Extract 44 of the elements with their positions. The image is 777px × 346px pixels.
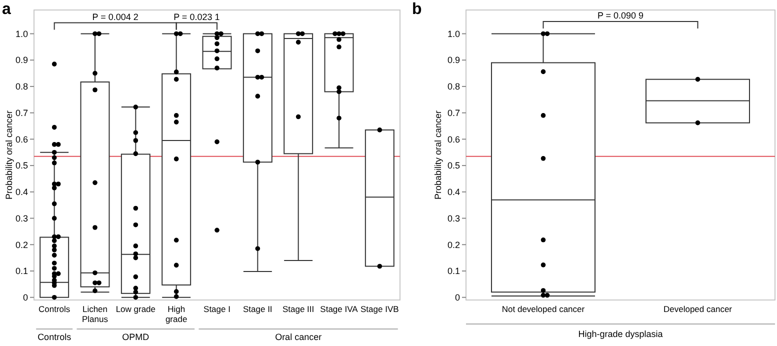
y-tick-label: 0.5 — [15, 160, 28, 171]
y-tick-label: 0.5 — [447, 160, 460, 171]
y-tick-label: 0.8 — [447, 82, 460, 92]
y-tick-label: 0.2 — [15, 240, 28, 250]
y-tick-label: 0.4 — [15, 187, 28, 198]
y-tick-label: 0.6 — [15, 134, 28, 144]
y-tick-label: 0.2 — [447, 240, 460, 250]
x-tick-label: Not developed cancer — [502, 304, 585, 314]
x-tick-label: Lichen Planus — [82, 304, 108, 324]
y-tick-label: 0.7 — [447, 108, 460, 118]
x-tick-label: Developed cancer — [663, 304, 732, 314]
x-tick-label: Stage IVA — [320, 304, 358, 314]
y-axis-title: Probability oral cancer — [4, 110, 14, 200]
annotation: P = 0.090 9 — [597, 10, 644, 20]
y-tick-label: 0.9 — [447, 55, 460, 66]
y-tick-label: 0 — [454, 292, 460, 303]
y-tick-label: 0.7 — [15, 108, 28, 118]
x-tick-label: Stage II — [243, 304, 272, 314]
annotation: P = 0.023 1 — [174, 12, 220, 22]
y-tick-label: 0.6 — [447, 134, 460, 144]
text: Controls — [38, 332, 72, 342]
x-axis-title: High-grade dysplasia — [578, 329, 663, 339]
text: OPMD — [122, 332, 150, 342]
annotation: P = 0.004 2 — [92, 12, 138, 22]
y-tick-label: 0.8 — [15, 82, 28, 92]
y-tick-label: 0.3 — [15, 213, 28, 224]
x-tick-label: Stage I — [204, 304, 230, 314]
x-tick-label: High grade — [165, 304, 188, 324]
x-tick-label: Low grade — [116, 304, 156, 314]
chart-title: b — [412, 1, 422, 18]
x-tick-label: Stage III — [282, 304, 314, 314]
chart-title: a — [2, 1, 11, 18]
x-tick-label: Controls — [38, 304, 70, 314]
y-tick-label: 0.4 — [447, 187, 460, 198]
y-axis-title: Probability oral cancer — [433, 110, 443, 200]
y-tick-label: 0 — [22, 292, 28, 303]
y-tick-label: 1.0 — [447, 28, 460, 39]
y-tick-label: 0.3 — [447, 213, 460, 224]
text: Oral cancer — [275, 332, 322, 342]
x-tick-label: Stage IVB — [360, 304, 400, 314]
y-tick-label: 0.1 — [15, 266, 28, 276]
y-tick-label: 0.1 — [447, 266, 460, 276]
y-tick-label: 1.0 — [15, 28, 28, 39]
y-tick-label: 0.9 — [15, 55, 28, 66]
